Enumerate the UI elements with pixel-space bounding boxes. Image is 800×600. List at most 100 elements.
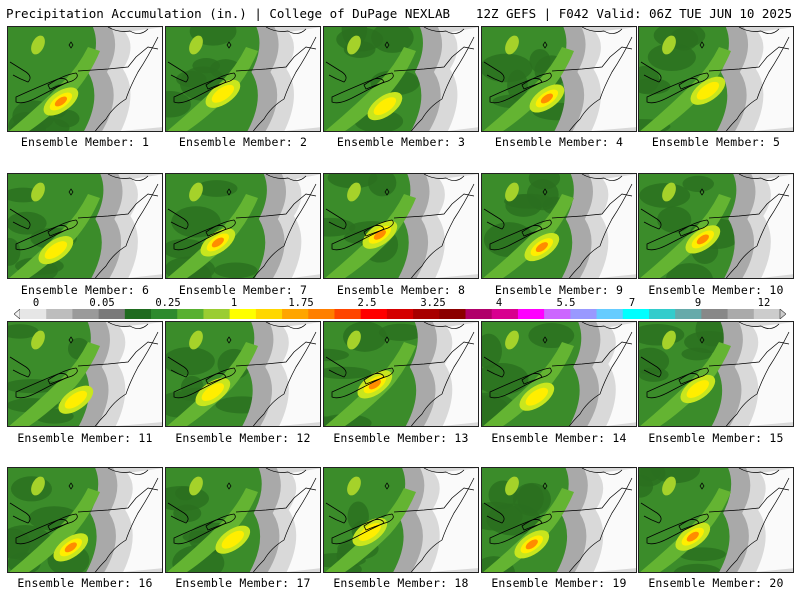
precip-band-light <box>325 342 416 426</box>
lake-ontario-outline <box>678 367 709 385</box>
precip-north-lobe <box>31 330 45 350</box>
panel-caption: Ensemble Member: 11 <box>17 431 153 445</box>
border-line <box>235 487 317 513</box>
border-line <box>235 193 317 219</box>
coastline-north <box>423 468 465 475</box>
lake-ontario-outline <box>47 219 78 237</box>
ensemble-panel-1 <box>7 26 163 132</box>
precip-map <box>324 174 478 278</box>
great-lakes-outline <box>325 61 347 83</box>
coastline-north <box>265 27 307 34</box>
precip-map <box>482 322 636 426</box>
location-marker-icon <box>68 482 74 490</box>
precip-band-light <box>325 488 416 572</box>
precip-yellow <box>373 97 397 116</box>
great-lakes-outline <box>640 61 662 83</box>
great-lakes-outline <box>483 502 505 524</box>
precip-low-blotch <box>8 324 39 339</box>
precip-yellow <box>201 383 225 401</box>
legend-color-swatch <box>151 309 178 319</box>
legend-color-swatch <box>491 309 519 319</box>
precip-orange <box>525 539 538 550</box>
precip-north-lobe <box>505 330 519 350</box>
location-marker-icon <box>542 188 548 196</box>
precip-north-lobe <box>505 182 519 202</box>
border-line <box>77 341 159 367</box>
coastline <box>725 36 790 131</box>
ensemble-panel-15 <box>638 321 794 427</box>
legend-color-swatch <box>46 309 73 319</box>
lake-ontario-outline <box>47 367 78 385</box>
location-marker-icon <box>226 336 232 344</box>
precip-low-blotch <box>53 109 80 128</box>
legend-tick: 7 <box>628 297 636 309</box>
lake-ontario-outline <box>678 219 709 237</box>
coastline-north <box>423 174 465 181</box>
legend-color-swatch <box>701 309 728 319</box>
precip-low-blotch <box>8 211 47 235</box>
legend-color-swatch <box>570 309 597 319</box>
great-lakes-outline <box>9 61 31 83</box>
precip-north-lobe <box>347 476 361 496</box>
dry-area-white <box>447 27 478 131</box>
precip-north-lobe <box>347 35 361 55</box>
ensemble-panel-14 <box>481 321 637 427</box>
location-marker-icon <box>699 336 705 344</box>
dry-area-white <box>748 322 793 426</box>
precip-map <box>639 322 793 426</box>
precip-low-blotch <box>368 174 397 197</box>
precip-orange <box>696 234 709 245</box>
precip-low-blotch <box>213 262 258 278</box>
lake-ontario-outline <box>205 219 236 237</box>
panel-caption: Ensemble Member: 2 <box>178 135 308 149</box>
legend-color-swatch <box>360 309 388 319</box>
precip-band-light <box>167 194 258 278</box>
border-line <box>708 341 790 367</box>
precip-north-lobe <box>505 35 519 55</box>
precip-map <box>639 174 793 278</box>
legend-color-swatch <box>124 309 152 319</box>
precip-north-lobe <box>189 476 203 496</box>
legend-ticks: 0 0.05 0.25 1 1.75 2.5 3.25 4 5.5 7 9 12 <box>0 297 800 311</box>
coastline <box>252 331 317 426</box>
precip-north-lobe <box>505 476 519 496</box>
border-line <box>235 341 317 367</box>
panel-caption: Ensemble Member: 6 <box>20 283 150 297</box>
precip-north-lobe <box>31 35 45 55</box>
precip-band-light <box>9 194 100 278</box>
precip-map <box>8 468 162 572</box>
great-lakes-outline <box>9 208 31 230</box>
precip-band-light <box>9 47 100 131</box>
precip-low-blotch <box>682 175 714 192</box>
legend-color-swatch <box>439 309 466 319</box>
ensemble-panel-9 <box>481 173 637 279</box>
location-marker-icon <box>226 482 232 490</box>
panel-caption: Ensemble Member: 19 <box>491 576 627 590</box>
dry-area-white <box>284 27 320 131</box>
precip-yellow <box>696 81 720 100</box>
panel-caption: Ensemble Member: 18 <box>333 576 469 590</box>
location-marker-icon <box>384 482 390 490</box>
coastline-north <box>581 322 623 329</box>
lake-ontario-outline <box>205 513 236 531</box>
lake-ontario-outline <box>521 72 552 90</box>
precip-band-light <box>9 342 100 426</box>
legend-color-swatch <box>675 309 702 319</box>
legend-color-swatch <box>622 309 650 319</box>
panel-caption: Ensemble Member: 16 <box>17 576 153 590</box>
legend-color-swatch <box>308 309 335 319</box>
location-marker-icon <box>226 188 232 196</box>
coastline-north <box>581 468 623 475</box>
lake-ontario-outline <box>678 513 709 531</box>
dry-area-white <box>120 27 162 131</box>
border-line <box>393 341 475 367</box>
precip-north-lobe <box>31 182 45 202</box>
ensemble-panel-19 <box>481 467 637 573</box>
lake-ontario-outline <box>521 219 552 237</box>
ensemble-panel-20 <box>638 467 794 573</box>
panel-caption: Ensemble Member: 17 <box>175 576 311 590</box>
precip-map <box>324 322 478 426</box>
dry-area-white <box>128 174 162 278</box>
border-line <box>708 487 790 513</box>
precip-map <box>166 174 320 278</box>
